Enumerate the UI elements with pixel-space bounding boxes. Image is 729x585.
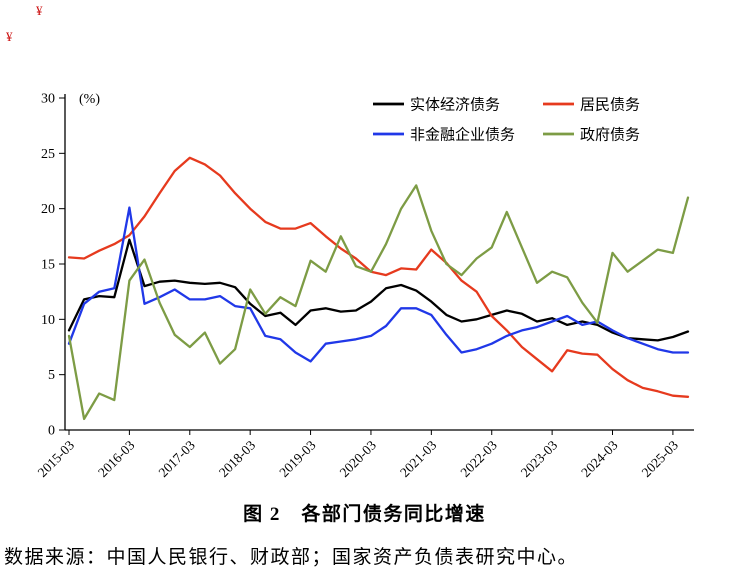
x-tick-label: 2024-03 <box>578 437 621 480</box>
y-tick-label: 25 <box>41 147 55 162</box>
x-tick-label: 2015-03 <box>35 437 78 480</box>
x-tick-label: 2016-03 <box>95 437 138 480</box>
red-annotation-mark-top: ¥ <box>36 3 43 18</box>
legend-label-0: 实体经济债务 <box>410 97 500 114</box>
red-annotation-mark-left: ¥ <box>6 29 13 44</box>
series-line-3 <box>67 184 690 421</box>
y-tick-label: 30 <box>41 92 55 107</box>
x-tick-label: 2020-03 <box>337 437 380 480</box>
x-tick-label: 2023-03 <box>518 437 561 480</box>
data-source-note: 数据来源：中国人民银行、财政部；国家资产负债表研究中心。 <box>4 547 579 568</box>
figure-caption: 图 2 各部门债务同比增速 <box>243 504 486 525</box>
x-tick-label: 2025-03 <box>639 437 682 480</box>
y-tick-label: 5 <box>48 368 55 383</box>
y-tick-label: 15 <box>41 258 55 273</box>
x-tick-label: 2018-03 <box>216 437 259 480</box>
y-tick-label: 20 <box>41 202 55 217</box>
y-tick-label: 0 <box>48 424 55 439</box>
x-tick-label: 2022-03 <box>457 437 500 480</box>
y-axis-unit-label: (%) <box>79 92 100 107</box>
series-line-1 <box>67 156 690 398</box>
legend-label-2: 非金融企业债务 <box>410 126 515 144</box>
series-line-2 <box>67 206 690 363</box>
x-tick-label: 2019-03 <box>276 437 319 480</box>
y-tick-label: 10 <box>41 313 55 328</box>
series-line-0 <box>67 238 690 342</box>
legend-label-3: 政府债务 <box>580 127 640 144</box>
legend-label-1: 居民债务 <box>580 97 640 114</box>
debt-growth-line-chart: 0 5 10 15 20 25 30 (%) 2015-03 2016-03 2017-03 2018… <box>35 92 694 480</box>
x-tick-label: 2021-03 <box>397 437 440 480</box>
x-tick-label: 2017-03 <box>155 437 198 480</box>
